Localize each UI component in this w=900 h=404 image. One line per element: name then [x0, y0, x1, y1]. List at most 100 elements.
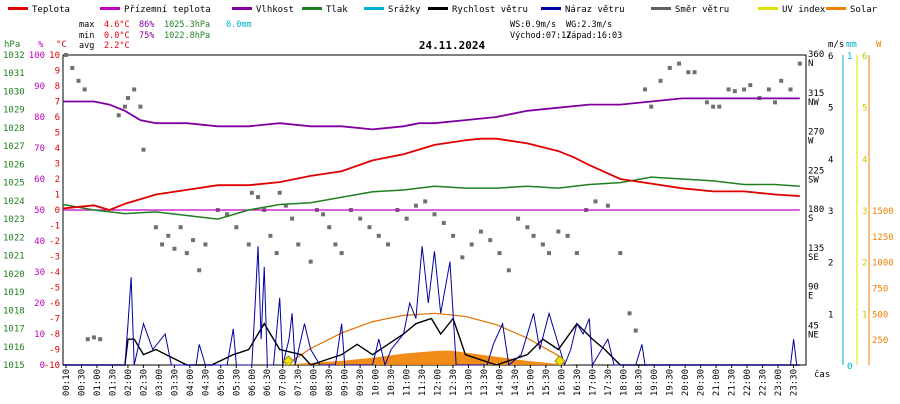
stats-max-rain: 0.0mm: [226, 20, 252, 30]
chart-title: 24.11.2024: [419, 39, 486, 52]
pressure-tick: 1030: [3, 87, 25, 97]
x-tick-label: 11:30: [418, 369, 428, 396]
x-tick-label: 15:00: [526, 369, 536, 396]
temperature-tick: 10: [49, 51, 60, 61]
humidity-tick: 50: [34, 206, 45, 216]
wind-dir-point: [76, 78, 81, 83]
pressure-tick: 1027: [3, 142, 25, 152]
wind-dir-point: [677, 61, 682, 66]
x-tick-label: 17:30: [604, 369, 614, 396]
wind-dir-point: [643, 87, 648, 92]
legend-swatch: [541, 7, 561, 10]
x-tick-label: 04:00: [186, 369, 196, 396]
legend-label: Náraz větru: [565, 5, 625, 15]
wind-dir-point: [132, 87, 137, 92]
wind-dir-point: [540, 242, 545, 247]
wind-dir-point: [203, 242, 208, 247]
wind-dir-deg-tick: 270: [808, 128, 824, 138]
wind-dir-point: [274, 251, 279, 256]
wind-dir-point: [126, 96, 131, 101]
legend-swatch: [651, 7, 671, 10]
wind-ms-tick: 6: [828, 52, 833, 62]
wind-dir-deg-tick: 315: [808, 89, 824, 99]
legend-swatch: [232, 7, 252, 10]
temperature-tick: 2: [55, 175, 60, 185]
temperature-tick: -10: [44, 361, 60, 371]
wind-dir-point: [70, 65, 75, 70]
wind-dir-point: [197, 268, 202, 273]
wind-dir-deg-tick: 135: [808, 244, 824, 254]
wind-dir-point: [308, 259, 313, 264]
humidity-tick: 0: [40, 361, 45, 371]
x-tick-label: 14:30: [511, 369, 521, 396]
wind-dir-point: [469, 242, 474, 247]
temperature-tick: -6: [49, 299, 60, 309]
wind-dir-point: [658, 78, 663, 83]
uv-tick: 5: [862, 104, 867, 114]
sunrise-marker: [282, 355, 294, 367]
wind-dir-point: [376, 233, 381, 238]
wind-dir-point: [717, 104, 722, 109]
humidity-tick: 80: [34, 113, 45, 123]
temperature-tick: -9: [49, 346, 60, 356]
plot-area: [62, 53, 802, 367]
wind-dir-point: [732, 89, 737, 94]
temperature-tick: 3: [55, 160, 60, 170]
wind-dir-point: [333, 242, 338, 247]
wind-dir-point: [321, 212, 326, 217]
pressure-tick: 1015: [3, 361, 25, 371]
stats-min-temp: 0.0°C: [104, 31, 130, 41]
wind-dir-point: [478, 229, 483, 234]
x-tick-label: 22:30: [759, 369, 769, 396]
temperature-tick: 0: [55, 206, 60, 216]
solar-tick: 1000: [872, 259, 894, 269]
x-tick-label: 08:30: [325, 369, 335, 396]
wind-dir-point: [565, 233, 570, 238]
x-tick-label: 16:00: [557, 369, 567, 396]
wind-dir-point: [432, 212, 437, 217]
legend: Teplota Přízemní teplota Vlhkost Tlak Srážky…: [8, 5, 878, 15]
legend-swatch: [8, 7, 28, 10]
x-tick-label: 03:30: [170, 369, 180, 396]
humidity-tick: 10: [34, 330, 45, 340]
unit-wind: m/s: [828, 40, 844, 50]
axis-units: hPa % °C m/s mm W čas: [4, 40, 882, 380]
x-tick-label: 01:30: [108, 369, 118, 396]
humidity-tick: 40: [34, 237, 45, 247]
pressure-tick: 1023: [3, 215, 25, 225]
solar-tick: 1250: [872, 233, 894, 243]
x-tick-label: 00:10: [62, 369, 72, 396]
sunrise-info: Východ:07:17: [510, 31, 571, 41]
wind-ms-tick: 3: [828, 207, 833, 217]
wind-dir-point: [386, 242, 391, 247]
temperature-tick: 7: [55, 98, 60, 108]
pressure-tick: 1026: [3, 160, 25, 170]
wind-dir-point: [234, 225, 239, 230]
x-tick-label: 08:00: [310, 369, 320, 396]
stats-avg-label: avg: [79, 41, 94, 51]
wind-dir-point: [627, 311, 632, 316]
humidity-tick: 20: [34, 299, 45, 309]
wind-dir-point: [85, 337, 90, 342]
x-tick-label: 17:00: [588, 369, 598, 396]
solar-tick: 500: [872, 310, 888, 320]
legend-label: Přízemní teplota: [124, 5, 211, 15]
wind-dir-point: [153, 225, 158, 230]
wind-dir-point: [593, 199, 598, 204]
x-tick-label: 11:00: [403, 369, 413, 396]
humidity-line: [63, 97, 800, 131]
legend-swatch: [100, 7, 120, 10]
pressure-tick: 1021: [3, 252, 25, 262]
temperature-tick: 4: [55, 144, 60, 154]
wind-dir-label-tick: SW: [808, 175, 819, 185]
wind-dir-point: [531, 233, 536, 238]
unit-rain: mm: [846, 40, 857, 50]
x-tick-label: 06:30: [263, 369, 273, 396]
legend-label: Teplota: [32, 5, 70, 15]
wind-dir-point: [649, 104, 654, 109]
solar-tick: 1500: [872, 207, 894, 217]
humidity-tick: 60: [34, 175, 45, 185]
x-tick-label: 10:00: [372, 369, 382, 396]
wind-dir-point: [525, 225, 530, 230]
